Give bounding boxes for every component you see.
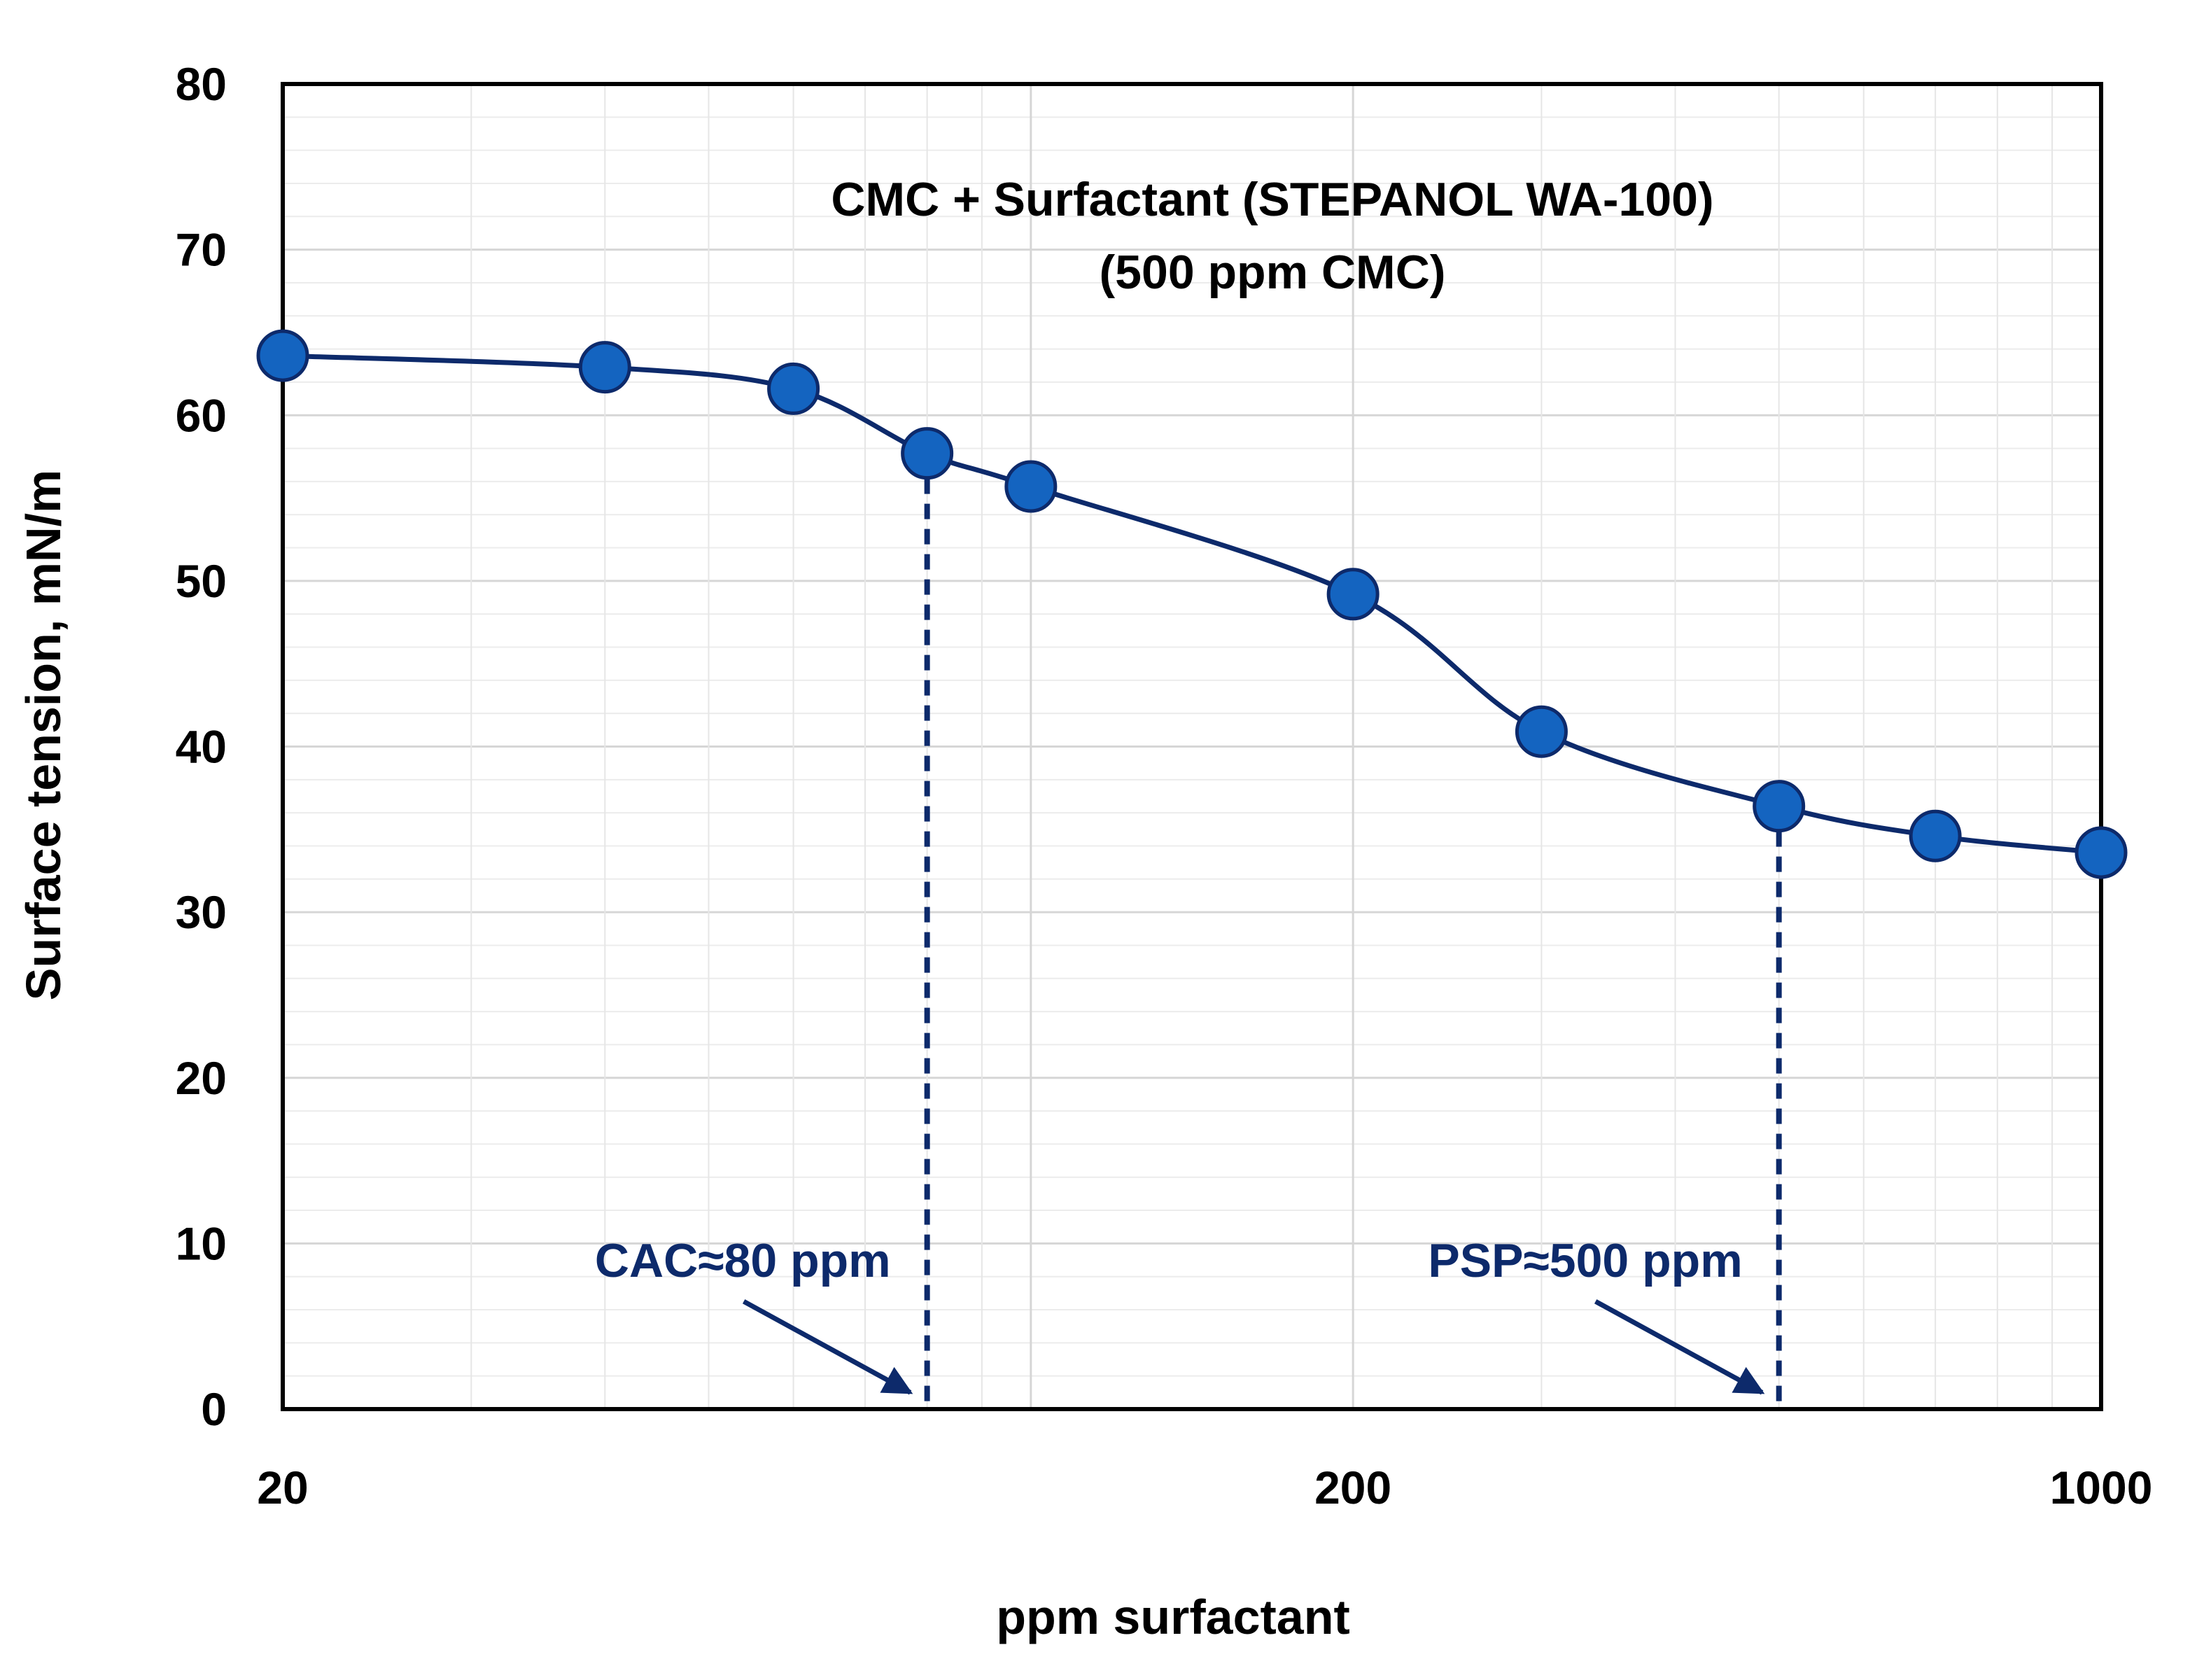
y-tick-label: 10 <box>176 1217 227 1269</box>
data-point <box>1753 780 1806 833</box>
y-tick-label: 80 <box>176 58 227 110</box>
data-point <box>578 341 631 394</box>
data-point <box>1909 809 1962 862</box>
annotations: CAC≈80 ppm PSP≈500 ppm <box>595 453 1782 1409</box>
x-tick-label: 200 <box>1314 1462 1391 1513</box>
chart-subtitle: (500 ppm CMC) <box>1100 246 1446 299</box>
chart-title: CMC + Surfactant (STEPANOL WA-100) <box>831 173 1713 226</box>
y-axis-label: Surface tension, mN/m <box>16 470 71 1001</box>
data-point <box>767 362 820 415</box>
data-point <box>2075 826 2128 879</box>
y-tick-label: 60 <box>176 389 227 441</box>
annotation-arrow <box>742 1299 913 1395</box>
x-tick-label: 1000 <box>2050 1462 2153 1513</box>
data-point <box>1326 568 1380 621</box>
y-tick-label: 20 <box>176 1052 227 1104</box>
grid <box>283 84 2101 1409</box>
y-tick-label: 50 <box>176 555 227 607</box>
data-point <box>901 427 954 480</box>
x-tick-label: 20 <box>257 1462 308 1513</box>
annotation-label: PSP≈500 ppm <box>1428 1234 1742 1287</box>
y-tick-label: 70 <box>176 224 227 276</box>
y-tick-label: 0 <box>201 1383 227 1435</box>
series-line <box>280 353 2104 855</box>
data-point <box>1004 460 1058 513</box>
data-point <box>256 329 309 382</box>
y-tick-label: 40 <box>176 721 227 773</box>
series <box>256 329 2128 879</box>
annotation-label: CAC≈80 ppm <box>595 1234 891 1287</box>
y-tick-label: 30 <box>176 886 227 938</box>
plot-frame <box>281 82 2103 1411</box>
data-point <box>1515 705 1568 758</box>
annotation-arrow <box>1594 1299 1765 1395</box>
tick-labels: 0 10 20 30 40 50 60 70 80 20 200 1000 <box>176 58 2153 1513</box>
x-axis-label: ppm surfactant <box>996 1590 1350 1644</box>
